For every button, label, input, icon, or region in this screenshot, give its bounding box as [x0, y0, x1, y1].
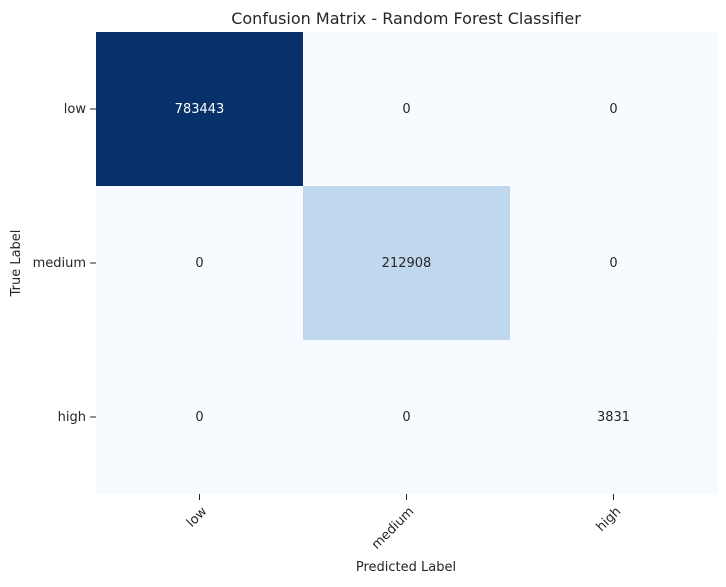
y-tick-label: low — [64, 102, 87, 117]
heatmap-cell — [303, 340, 510, 494]
y-tick-label: high — [58, 410, 86, 425]
x-tick-label: high — [594, 504, 625, 535]
x-axis-label: Predicted Label — [356, 560, 456, 575]
x-axis-ticks: low medium high — [184, 494, 624, 553]
cell-annotation: 783443 — [175, 102, 225, 117]
cell-annotation: 0 — [609, 102, 617, 117]
cell-annotation: 0 — [402, 410, 410, 425]
heatmap-cell — [510, 186, 717, 340]
heatmap-cell — [96, 186, 303, 340]
cell-annotation: 0 — [609, 256, 617, 271]
cell-annotation: 0 — [195, 256, 203, 271]
heatmap-cell — [96, 340, 303, 494]
cell-annotations: 783443 0 0 0 212908 0 0 0 3831 — [175, 102, 630, 425]
y-tick-label: medium — [33, 256, 86, 271]
cell-annotation: 212908 — [382, 256, 432, 271]
y-axis-ticks: low medium high — [33, 102, 96, 425]
cell-annotation: 0 — [402, 102, 410, 117]
cell-annotation: 0 — [195, 410, 203, 425]
heatmap-cell — [510, 340, 717, 494]
heatmap-cell — [303, 186, 510, 340]
y-axis-label: True Label — [9, 230, 24, 298]
heatmap-cells — [96, 32, 717, 494]
x-tick-label: medium — [369, 504, 417, 552]
heatmap-cell — [510, 32, 717, 186]
cell-annotation: 3831 — [597, 410, 630, 425]
chart-title: Confusion Matrix - Random Forest Classif… — [231, 9, 581, 28]
x-tick-label: low — [184, 504, 211, 531]
heatmap-cell — [303, 32, 510, 186]
heatmap-cell — [96, 32, 303, 186]
